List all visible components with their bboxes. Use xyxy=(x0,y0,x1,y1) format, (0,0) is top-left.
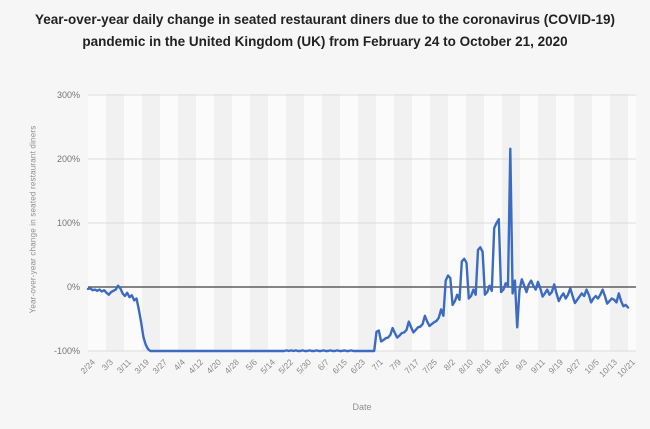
y-tick-label: -100% xyxy=(53,345,80,356)
data-line xyxy=(86,147,630,353)
y-tick-label: 300% xyxy=(56,89,80,100)
x-axis-title: Date xyxy=(352,402,372,412)
chart-title: Year-over-year daily change in seated re… xyxy=(35,12,615,49)
y-tick-label: 100% xyxy=(56,217,80,228)
y-tick-label: 0% xyxy=(66,281,80,292)
y-tick-label: 200% xyxy=(56,153,80,164)
